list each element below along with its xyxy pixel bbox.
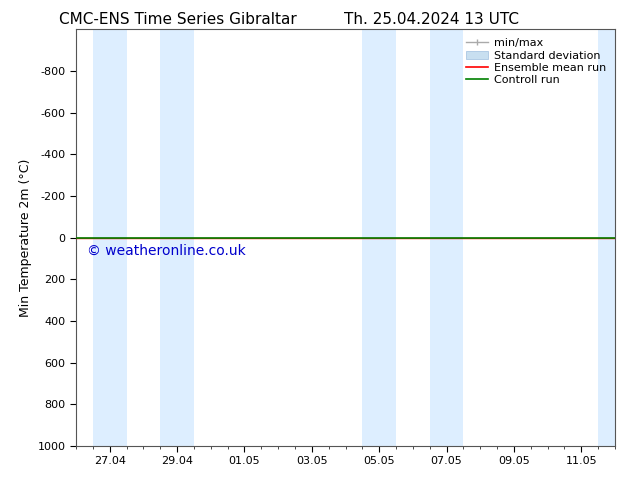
Bar	[93, 29, 127, 446]
Y-axis label: Min Temperature 2m (°C): Min Temperature 2m (°C)	[19, 158, 32, 317]
Text: CMC-ENS Time Series Gibraltar: CMC-ENS Time Series Gibraltar	[59, 12, 296, 27]
Legend: min/max, Standard deviation, Ensemble mean run, Controll run: min/max, Standard deviation, Ensemble me…	[463, 35, 609, 88]
Bar	[430, 29, 463, 446]
Text: Th. 25.04.2024 13 UTC: Th. 25.04.2024 13 UTC	[344, 12, 519, 27]
Text: © weatheronline.co.uk: © weatheronline.co.uk	[87, 244, 245, 258]
Bar	[598, 29, 615, 446]
Bar	[160, 29, 194, 446]
Bar	[363, 29, 396, 446]
